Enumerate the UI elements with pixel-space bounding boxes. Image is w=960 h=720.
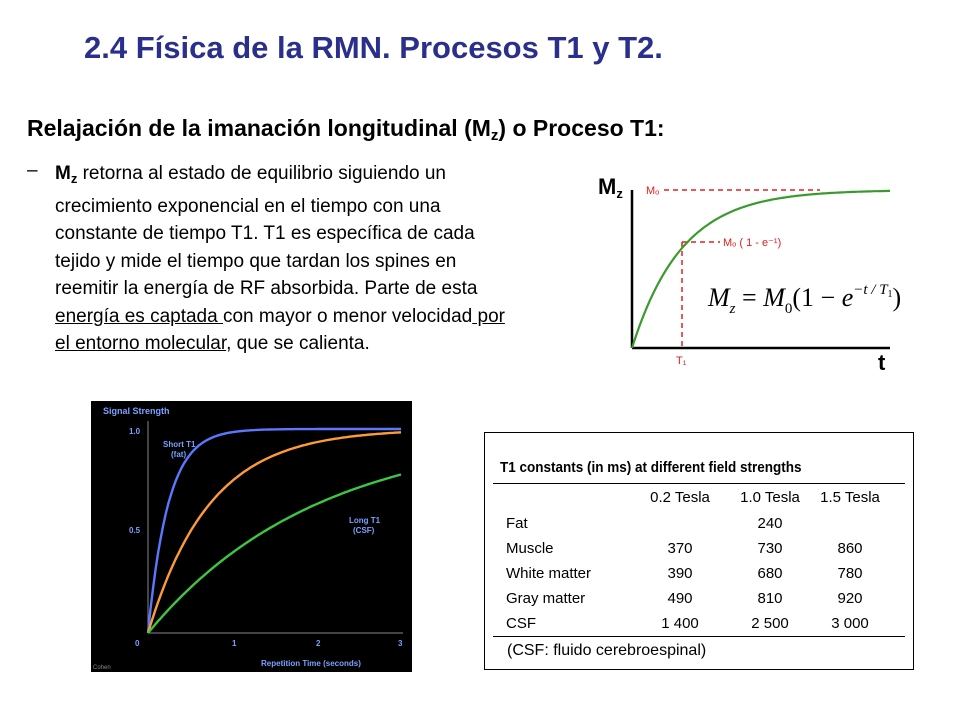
table-cell: 240 bbox=[757, 515, 783, 532]
x-tick-0: 0 bbox=[135, 639, 140, 648]
csf-note: (CSF: fluido cerebroespinal) bbox=[507, 642, 707, 659]
mz-symbol: Mz bbox=[55, 163, 78, 186]
table-cell: 810 bbox=[757, 590, 783, 607]
x-tick-3: 3 bbox=[398, 639, 403, 648]
col-header-02: 0.2 Tesla bbox=[650, 489, 710, 506]
section-heading: Relajación de la imanación longitudinal … bbox=[27, 115, 665, 144]
heading-post: ) o Proceso T1: bbox=[498, 115, 665, 141]
para-line-5: reemitir la energía de RF absorbida. Par… bbox=[55, 278, 478, 299]
chart-credit: Cohen bbox=[93, 665, 111, 671]
table-cell: 490 bbox=[667, 590, 693, 607]
signal-chart-title: Signal Strength bbox=[103, 406, 170, 416]
slide-title: 2.4 Física de la RMN. Procesos T1 y T2. bbox=[84, 30, 663, 65]
row-tissue: CSF bbox=[506, 615, 536, 632]
short-t1-label: Short T1 bbox=[163, 440, 196, 449]
table-cell: 730 bbox=[757, 540, 783, 557]
table-cell: 860 bbox=[837, 540, 863, 557]
x-axis-label: t bbox=[878, 350, 886, 375]
t1-constants-table: T1 constants (in ms) at different field … bbox=[484, 432, 914, 670]
table-rule-top bbox=[493, 483, 905, 484]
y-tick-1: 1.0 bbox=[129, 427, 141, 436]
table-cell: 680 bbox=[757, 565, 783, 582]
signal-x-label: Repetition Time (seconds) bbox=[261, 659, 361, 668]
long-t1-sub: (CSF) bbox=[353, 526, 375, 535]
heading-pre: Relajación de la imanación longitudinal … bbox=[27, 115, 491, 141]
long-t1-label: Long T1 bbox=[349, 516, 381, 525]
signal-strength-chart: Signal Strength 1.0 0.5 0 1 2 3 Repetiti… bbox=[91, 401, 412, 672]
row-tissue: Muscle bbox=[506, 540, 554, 557]
short-t1-sub: (fat) bbox=[171, 450, 186, 459]
table-cell: 390 bbox=[667, 565, 693, 582]
col-header-15: 1.5 Tesla bbox=[820, 489, 880, 506]
formula: Mz = M0(1 − e−t / T1) bbox=[707, 282, 901, 317]
para-line-2: crecimiento exponencial en el tiempo con… bbox=[55, 195, 441, 217]
table-cell: 2 500 bbox=[751, 615, 789, 632]
signal-curves bbox=[146, 427, 402, 634]
para-line-1: Mz retorna al estado de equilibrio sigui… bbox=[55, 163, 446, 186]
m0-label: Mₒ bbox=[646, 185, 659, 197]
t1-label: T₁ bbox=[676, 355, 687, 367]
m0-partial-label: Mₒ ( 1 - e⁻¹) bbox=[723, 237, 781, 249]
table-cell: 1 400 bbox=[661, 615, 699, 632]
para-line-7: el entorno molecular, que se calienta. bbox=[55, 333, 370, 354]
para-line-3: constante de tiempo T1. T1 es específica… bbox=[55, 223, 475, 244]
y-tick-05: 0.5 bbox=[129, 526, 141, 535]
table-title: T1 constants (in ms) at different field … bbox=[500, 459, 802, 476]
row-tissue: Gray matter bbox=[506, 590, 586, 607]
table-cell: 3 000 bbox=[831, 615, 869, 632]
table-cell: 920 bbox=[837, 590, 863, 607]
x-tick-1: 1 bbox=[232, 639, 237, 648]
col-header-10: 1.0 Tesla bbox=[740, 489, 800, 506]
table-rule-bottom bbox=[493, 636, 905, 637]
signal-series-2 bbox=[147, 473, 402, 634]
bullet-paragraph: Mz retorna al estado de equilibrio sigui… bbox=[55, 160, 600, 358]
para-line-6: energía es captada con mayor o menor vel… bbox=[55, 305, 505, 327]
row-tissue: Fat bbox=[506, 515, 528, 532]
signal-series-0 bbox=[146, 427, 401, 634]
recovery-curve bbox=[630, 189, 890, 349]
x-tick-2: 2 bbox=[316, 639, 321, 648]
table-cell: 780 bbox=[837, 565, 863, 582]
y-axis-label: Mz bbox=[598, 174, 623, 201]
table-cell: 370 bbox=[667, 540, 693, 557]
signal-series-1 bbox=[146, 431, 402, 634]
t1-recovery-diagram: Mz t Mₒ Mₒ ( 1 - e⁻¹) T₁ Mz = M0(1 − e−t… bbox=[598, 174, 901, 375]
para-line-4: tejido y mide el tiempo que tardan los s… bbox=[55, 250, 457, 272]
bullet-dash: – bbox=[27, 160, 38, 181]
row-tissue: White matter bbox=[506, 565, 592, 582]
heading-sub: z bbox=[490, 127, 499, 144]
